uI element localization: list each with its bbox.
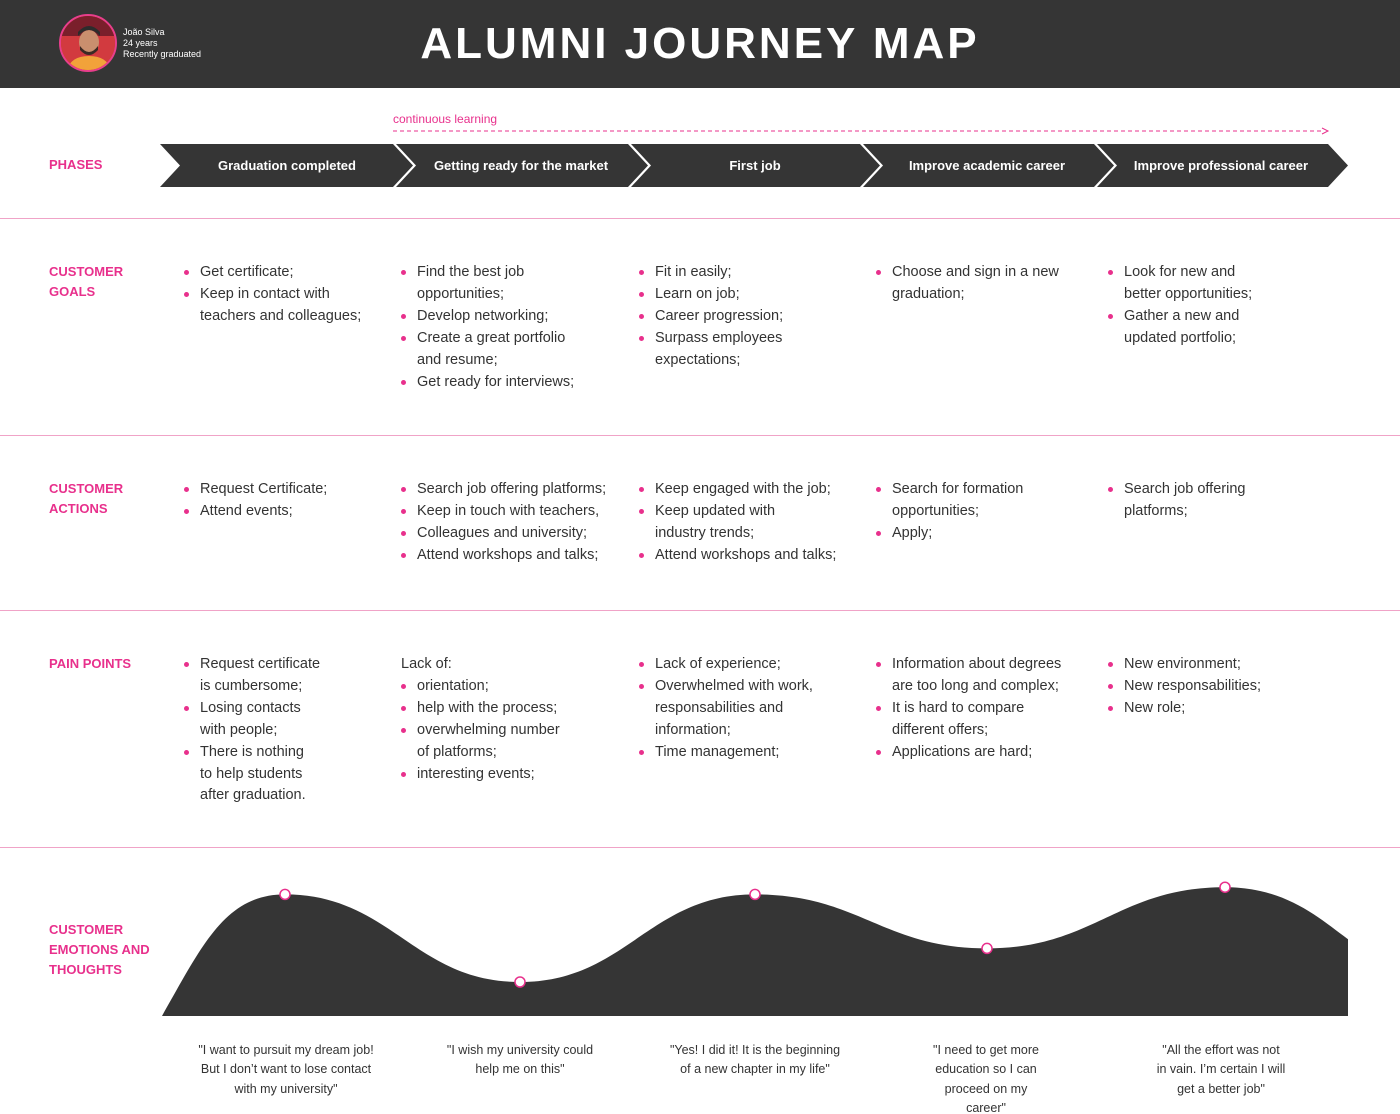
goals-cell-5: Look for new and better opportunities; Gat… [1108,262,1323,350]
goals-cell-3: Fit in easily; Learn on job; Career progre… [639,262,864,372]
list-item: New responsabilities; [1108,676,1323,698]
phase-chevron-5 [1097,144,1348,187]
list-item: Keep in contact with teachers and colleag… [184,284,389,328]
actions-cell-5: Search job offering platforms; [1108,479,1323,523]
list-item: Attend workshops and talks; [639,545,871,567]
avatar [59,14,117,72]
list-item: Information about degrees are too long an… [876,654,1091,698]
list-item: Develop networking; [401,306,629,328]
list-item: Request certificate is cumbersome; [184,654,389,698]
quote-4: "I need to get more education so I can pro… [933,1043,1039,1114]
list-item: Colleagues and university; [401,523,637,545]
list-intro: Lack of: [401,656,452,672]
emotion-point-5 [1219,881,1231,893]
list-item: Lack of experience; [639,654,864,676]
list-item: Attend workshops and talks; [401,545,637,567]
list-item: Get ready for interviews; [401,372,629,394]
row-label-pain-points: PAIN POINTS [49,656,132,671]
actions-cell-2: Search job offering platforms; Keep in to… [401,479,637,567]
continuous-learning-label: continuous learning [393,112,498,126]
quote-1: "I want to pursuit my dream job! But I do… [198,1043,374,1096]
list-item: Learn on job; [639,284,864,306]
phase-1-label: Graduation completed [218,158,356,173]
phase-chevron-3 [631,144,880,187]
list-item: overwhelming number of platforms; [401,720,629,764]
list-item: Search for formation opportunities; [876,479,1091,523]
row-label-actions: CUSTOMER ACTIONS [49,481,124,516]
list-item: It is hard to compare different offers; [876,698,1091,742]
list-item: orientation; [401,676,629,698]
list-item: New role; [1108,698,1323,720]
list-item: Apply; [876,523,1091,545]
list-item: Search job offering platforms; [401,479,637,501]
list-item: Overwhelmed with work, responsabilities a… [639,676,864,742]
page-title: ALUMNI JOURNEY MAP [420,19,980,68]
continuous-learning-arrow [393,127,1330,135]
list-item: Search job offering platforms; [1108,479,1323,523]
emotion-point-3 [749,888,761,901]
persona-photo-icon [61,16,115,70]
goals-cell-2: Find the best job opportunities; Develop n… [401,262,629,393]
list-item: Keep in touch with teachers, [401,501,637,523]
list-item: Fit in easily; [639,262,864,284]
phase-chevrons [160,144,1348,187]
list-item: There is nothing to help students after gr… [184,742,389,808]
pain-cell-4: Information about degrees are too long an… [876,654,1091,764]
phase-5-label: Improve professional career [1133,158,1309,173]
header-bar: João Silva 24 years Recently graduated A… [0,0,1400,88]
phase-3-label: First job [729,158,781,173]
phase-chevron-1 [160,144,413,187]
list-item: Get certificate; [184,262,389,284]
emotion-curve-chart [162,881,1348,1016]
divider [0,435,1400,436]
list-item: Look for new and better opportunities; [1108,262,1323,306]
list-item: Applications are hard; [876,742,1091,764]
divider [0,218,1400,219]
actions-cell-3: Keep engaged with the job; Keep updated w… [639,479,871,567]
persona-age: 24 years [123,38,158,48]
list-item: Choose and sign in a new graduation; [876,262,1091,306]
pain-cell-3: Lack of experience; Overwhelmed with work… [639,654,864,764]
row-label-emotions: CUSTOMER EMOTIONS AND THOUGHTS [49,922,150,977]
phase-4-label: Improve academic career [908,158,1066,173]
emotion-point-2 [514,976,526,988]
emotion-point-1 [279,888,291,901]
list-item: Keep updated with industry trends; [639,501,871,545]
quote-2: "I wish my university could help me on th… [446,1043,594,1077]
list-item: Keep engaged with the job; [639,479,871,501]
persona-name: João Silva [123,27,165,37]
goals-cell-4: Choose and sign in a new graduation; [876,262,1091,306]
list-item: Find the best job opportunities; [401,262,629,306]
actions-cell-1: Request Certificate; Attend events; [184,479,389,523]
list-item: interesting events; [401,764,629,786]
divider [0,610,1400,611]
row-label-phases: PHASES [49,157,103,172]
emotion-point-4 [981,942,993,955]
list-item: Request Certificate; [184,479,389,501]
list-item: Surpass employees expectations; [639,328,864,372]
divider [0,847,1400,848]
emotion-area [162,887,1348,1016]
phase-chevron-4 [863,144,1114,187]
pain-cell-5: New environment; New responsabilities; New… [1108,654,1323,720]
list-item: help with the process; [401,698,629,720]
quote-3: "Yes! I did it! It is the beginning of a … [669,1043,841,1077]
row-label-goals: CUSTOMER GOALS [49,264,124,299]
persona-status: Recently graduated [123,49,202,59]
pain-cell-2: Lack of: orientation; help with the proces… [401,654,629,785]
list-item: Time management; [639,742,864,764]
list-item: Career progression; [639,306,864,328]
phase-2-label: Getting ready for the market [433,158,609,173]
list-item: Attend events; [184,501,389,523]
pain-cell-1: Request certificate is cumbersome; Losing … [184,654,389,807]
list-item: Gather a new and updated portfolio; [1108,306,1323,350]
quote-5: "All the effort was not in vain. I’m cert… [1156,1043,1286,1096]
actions-cell-4: Search for formation opportunities; Apply; [876,479,1091,545]
list-item: New environment; [1108,654,1323,676]
list-item: Create a great portfolio and resume; [401,328,629,372]
persona-info: João Silva 24 years Recently graduated [123,27,201,60]
goals-cell-1: Get certificate; Keep in contact with teac… [184,262,389,328]
phase-chevron-2 [396,144,648,187]
list-item: Losing contacts with people; [184,698,389,742]
